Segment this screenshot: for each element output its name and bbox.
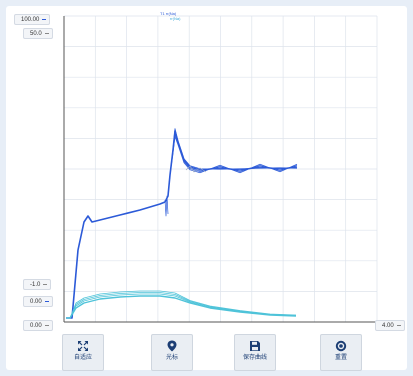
chart-series — [66, 128, 298, 319]
map-pin-icon — [167, 340, 177, 352]
light-series-line — [66, 293, 297, 319]
save-curve-button[interactable]: 保存曲线 — [234, 334, 276, 371]
legend-entry-1: T1 rr(Na) — [160, 11, 177, 16]
expand-arrows-icon — [78, 341, 88, 351]
cursor-label: 光标 — [165, 355, 178, 361]
light-series-line — [66, 295, 297, 319]
tick-marker-icon — [42, 18, 47, 20]
dark-series-line — [66, 130, 298, 319]
tick-marker-icon — [44, 300, 49, 302]
y-axis-third-label[interactable]: -1.0 — [23, 279, 52, 290]
light-series-line — [66, 290, 297, 319]
save-curve-label: 保存曲线 — [242, 355, 267, 361]
legend-entry-2: rr(Na) — [170, 16, 181, 21]
autofit-label: 自适应 — [73, 355, 92, 361]
y-axis-second-label[interactable]: 50.0 — [23, 28, 53, 39]
dark-series-line — [66, 128, 298, 319]
grey-series-line — [185, 165, 207, 173]
floppy-disk-icon — [250, 341, 260, 351]
reset-circle-icon — [335, 340, 347, 352]
tick-marker-icon — [44, 32, 49, 34]
cursor-button[interactable]: 光标 — [151, 334, 193, 371]
tick-marker-icon — [44, 324, 49, 326]
light-series-line — [66, 292, 297, 319]
dark-series-spike — [164, 195, 169, 217]
x-axis-max-label[interactable]: 4.00 — [375, 320, 405, 331]
autofit-button[interactable]: 自适应 — [62, 334, 104, 371]
tick-marker-icon — [396, 324, 401, 326]
tick-marker-icon — [43, 283, 48, 285]
reset-label: 重置 — [334, 355, 347, 361]
y-axis-fourth-label[interactable]: 0.00 — [23, 296, 53, 307]
chart-legend: T1 rr(Na) rr(Na) — [160, 11, 180, 21]
y-axis-max-label[interactable]: 100.00 — [14, 14, 51, 25]
y-axis-min-label[interactable]: 0.00 — [23, 320, 53, 331]
reset-button[interactable]: 重置 — [320, 334, 362, 371]
chart-toolbar: 自适应 光标 保存曲线 重置 — [62, 334, 362, 372]
dark-series-line — [66, 133, 298, 319]
dark-series-line — [66, 136, 298, 319]
